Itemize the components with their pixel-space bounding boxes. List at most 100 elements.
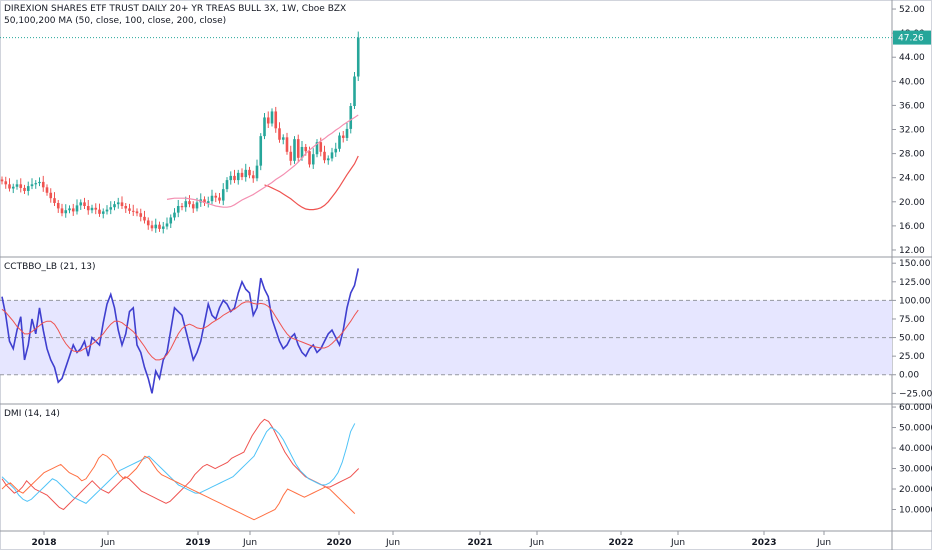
candle bbox=[38, 181, 41, 184]
candle bbox=[319, 142, 323, 152]
candle bbox=[173, 212, 176, 218]
candle bbox=[11, 186, 15, 189]
candle bbox=[75, 205, 79, 212]
candle bbox=[131, 210, 135, 212]
y-tick-label: 30.0000 bbox=[899, 465, 932, 475]
candle bbox=[289, 151, 293, 161]
candle bbox=[124, 206, 128, 209]
candle bbox=[71, 208, 75, 212]
candle bbox=[86, 206, 90, 211]
candle bbox=[308, 151, 311, 165]
candle bbox=[248, 169, 251, 176]
candle bbox=[229, 175, 233, 181]
candle bbox=[326, 158, 330, 161]
x-tick-label: 2020 bbox=[326, 538, 351, 548]
dmi-series-line bbox=[1, 423, 356, 504]
candle bbox=[349, 106, 353, 129]
candle bbox=[240, 172, 244, 178]
candle bbox=[120, 202, 124, 207]
candle bbox=[206, 201, 210, 203]
candle bbox=[300, 146, 304, 158]
x-tick-label: 2018 bbox=[31, 538, 56, 548]
candle bbox=[94, 207, 98, 210]
candle bbox=[158, 224, 161, 229]
candle bbox=[296, 139, 300, 158]
candle bbox=[26, 186, 30, 191]
candle bbox=[150, 225, 154, 229]
candle bbox=[8, 184, 11, 189]
candle bbox=[49, 192, 53, 199]
candle bbox=[90, 207, 94, 211]
candle bbox=[191, 204, 195, 209]
y-tick-label: 52.00 bbox=[899, 5, 925, 15]
candle bbox=[244, 169, 248, 178]
y-tick-label: 10.0000 bbox=[899, 506, 932, 516]
candle bbox=[79, 202, 83, 206]
candle bbox=[293, 139, 296, 161]
candle bbox=[218, 197, 221, 201]
candle bbox=[15, 184, 19, 187]
candle bbox=[146, 220, 150, 226]
candle bbox=[353, 76, 356, 107]
y-tick-label: 36.00 bbox=[899, 101, 925, 111]
candle bbox=[266, 117, 270, 124]
x-tick-label: 2019 bbox=[185, 538, 210, 548]
candle bbox=[56, 202, 60, 209]
candle bbox=[285, 137, 289, 152]
moving-average-line bbox=[264, 155, 359, 211]
candle bbox=[195, 202, 199, 209]
candle bbox=[101, 211, 105, 214]
y-tick-label: 150.00 bbox=[899, 259, 931, 269]
candle bbox=[315, 142, 319, 155]
candle bbox=[210, 195, 214, 202]
candle bbox=[281, 137, 285, 140]
y-tick-label: 24.00 bbox=[899, 174, 925, 184]
y-tick-label: 40.00 bbox=[899, 77, 925, 87]
candle bbox=[270, 111, 274, 124]
x-tick-label: 2022 bbox=[608, 538, 633, 548]
candle bbox=[139, 213, 143, 217]
candle bbox=[233, 175, 236, 181]
y-tick-label: 0.00 bbox=[899, 371, 919, 381]
candle bbox=[338, 135, 341, 149]
candle bbox=[53, 198, 56, 203]
candle bbox=[128, 208, 131, 211]
candle bbox=[64, 210, 68, 214]
candle bbox=[60, 208, 64, 214]
y-tick-label: −25.00 bbox=[899, 389, 932, 399]
y-tick-label: 25.00 bbox=[899, 352, 925, 362]
moving-average-line bbox=[166, 114, 359, 208]
y-tick-label: 12.00 bbox=[899, 246, 925, 256]
y-tick-label: 60.0000 bbox=[899, 403, 932, 413]
candle bbox=[23, 187, 26, 191]
dmi-series-line bbox=[1, 418, 360, 511]
candle bbox=[341, 135, 345, 138]
cct-series-line bbox=[1, 268, 360, 394]
candle bbox=[330, 152, 334, 159]
y-tick-label: 20.0000 bbox=[899, 485, 932, 495]
candle bbox=[19, 184, 23, 188]
candle bbox=[83, 202, 86, 207]
candle bbox=[203, 199, 206, 203]
ma-legend: 50,100,200 MA (50, close, 100, close, 20… bbox=[4, 16, 227, 26]
y-tick-label: 40.0000 bbox=[899, 444, 932, 454]
candle bbox=[278, 128, 281, 140]
dmi-legend: DMI (14, 14) bbox=[4, 409, 60, 419]
candle bbox=[180, 206, 184, 208]
candle bbox=[113, 204, 116, 208]
chart-title: DIREXION SHARES ETF TRUST DAILY 20+ YR T… bbox=[4, 4, 347, 14]
y-tick-label: 44.00 bbox=[899, 53, 925, 63]
candle bbox=[4, 181, 8, 185]
y-tick-label: 50.0000 bbox=[899, 424, 932, 434]
candle bbox=[34, 183, 38, 185]
candle bbox=[323, 151, 326, 161]
candle bbox=[304, 146, 308, 152]
candle bbox=[236, 172, 240, 181]
candle bbox=[135, 211, 139, 214]
candle bbox=[334, 148, 338, 153]
x-tick-label: Jun bbox=[529, 538, 544, 548]
candle bbox=[225, 180, 229, 190]
candle bbox=[98, 209, 101, 214]
